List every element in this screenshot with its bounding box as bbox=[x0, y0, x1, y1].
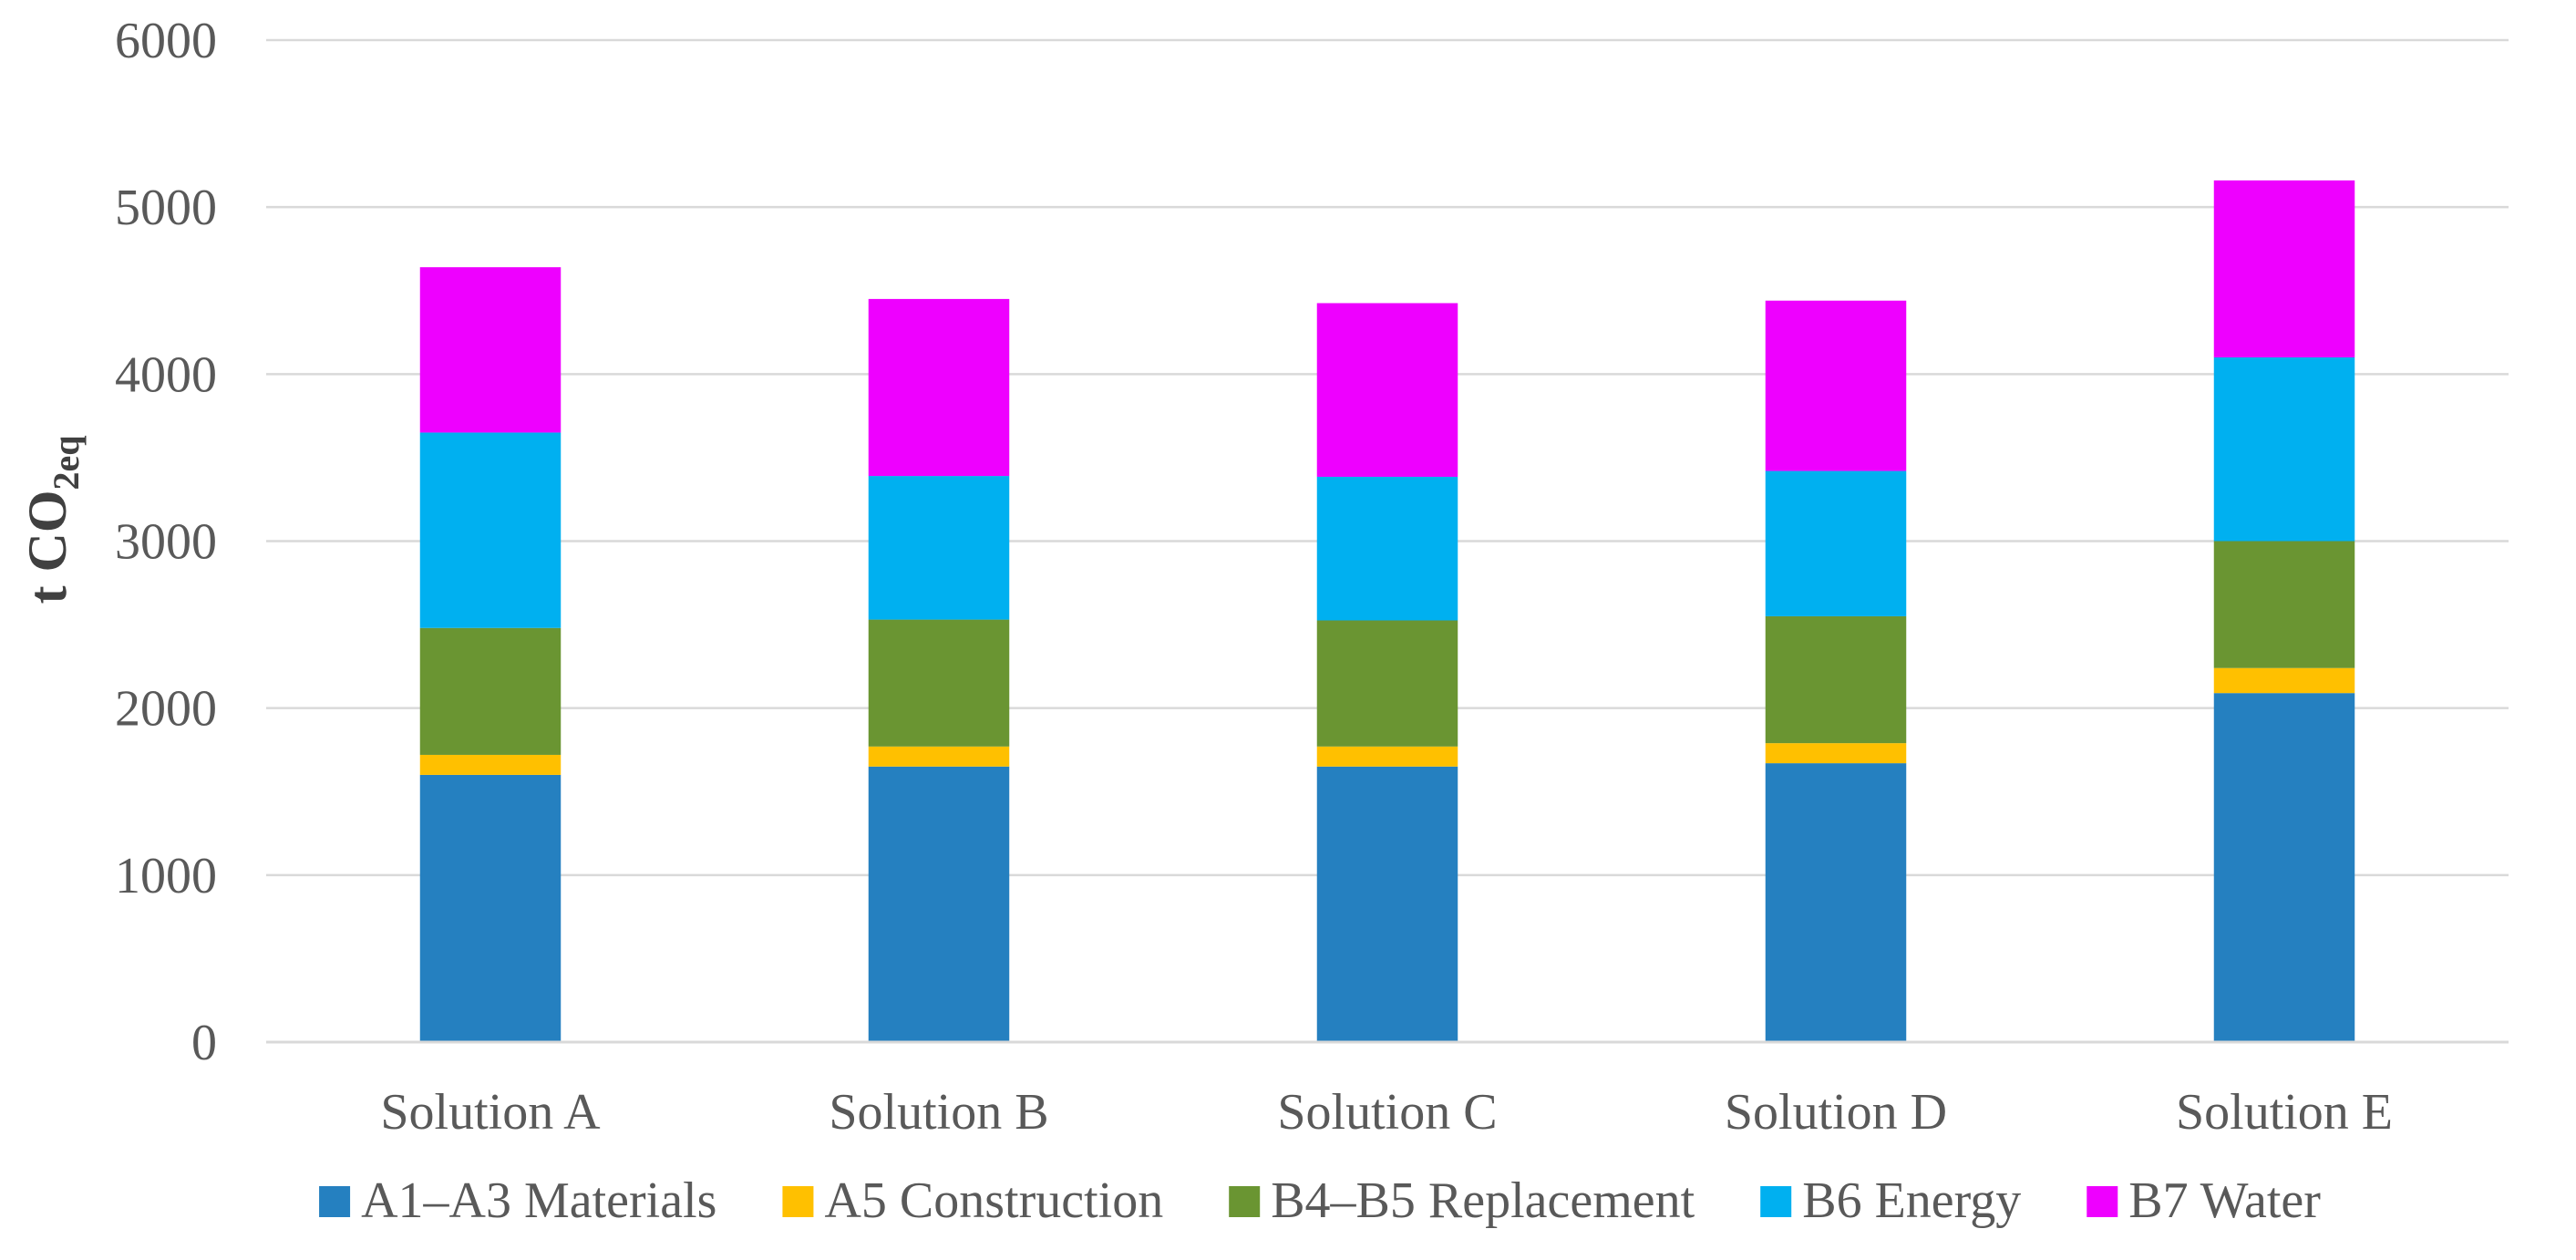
bar-segment bbox=[2213, 541, 2355, 668]
bar-segment bbox=[419, 774, 562, 1042]
bar-segment bbox=[1316, 620, 1458, 747]
bar-segment bbox=[868, 619, 1010, 747]
bar-segment bbox=[868, 766, 1010, 1042]
y-tick-label: 4000 bbox=[115, 346, 217, 403]
x-tick-label: Solution C bbox=[1277, 1084, 1497, 1141]
bar-segment bbox=[1765, 743, 1907, 764]
y-tick-label: 5000 bbox=[115, 180, 217, 236]
x-tick-label: Solution E bbox=[2176, 1084, 2393, 1141]
legend-item: A1–A3 Materials bbox=[319, 1172, 716, 1229]
bar-segment bbox=[2213, 667, 2355, 694]
y-tick-label: 1000 bbox=[115, 848, 217, 904]
bar-segment bbox=[1765, 763, 1907, 1042]
bar-segment bbox=[1316, 766, 1458, 1042]
x-tick-label: Solution A bbox=[380, 1084, 601, 1141]
bar-segment bbox=[868, 298, 1010, 477]
bar-segment bbox=[2213, 180, 2355, 358]
legend-item: B7 Water bbox=[2087, 1172, 2321, 1229]
bar-segment bbox=[1316, 476, 1458, 621]
legend-label: A1–A3 Materials bbox=[361, 1172, 716, 1229]
x-tick-label: Solution D bbox=[1725, 1084, 1947, 1141]
legend-swatch bbox=[2087, 1186, 2118, 1217]
legend-swatch bbox=[782, 1186, 814, 1217]
bar-segment bbox=[1765, 300, 1907, 471]
y-tick-label: 6000 bbox=[115, 13, 217, 69]
x-tick-label: Solution B bbox=[829, 1084, 1048, 1141]
bar-segment bbox=[2213, 357, 2355, 542]
bar-segment bbox=[868, 746, 1010, 767]
y-tick-label: 3000 bbox=[115, 514, 217, 571]
legend-item: B6 Energy bbox=[1760, 1172, 2021, 1229]
bar-segment bbox=[419, 432, 562, 628]
legend: A1–A3 Materials A5 Construction B4–B5 Repl… bbox=[319, 1172, 2321, 1229]
legend-item: B4–B5 Replacement bbox=[1229, 1172, 1695, 1229]
legend-label: B7 Water bbox=[2128, 1172, 2321, 1229]
bar-segment bbox=[419, 627, 562, 755]
legend-swatch bbox=[319, 1186, 351, 1217]
legend-swatch bbox=[1229, 1186, 1261, 1217]
y-tick-label: 2000 bbox=[115, 681, 217, 738]
y-axis-label: t CO2eq bbox=[17, 436, 87, 604]
bar-segment bbox=[419, 754, 562, 775]
y-tick-label: 0 bbox=[191, 1015, 217, 1071]
bar-segment bbox=[2213, 693, 2355, 1042]
legend-label: A5 Construction bbox=[824, 1172, 1163, 1229]
bar-segment bbox=[419, 267, 562, 433]
y-tick-labels: 0 1000 2000 3000 4000 5000 6000 bbox=[115, 13, 217, 1071]
bar-segment bbox=[1765, 615, 1907, 744]
bars bbox=[419, 180, 2355, 1042]
bar-segment bbox=[1316, 746, 1458, 767]
bar-segment bbox=[1765, 470, 1907, 616]
legend-swatch bbox=[1760, 1186, 1792, 1217]
bar-segment bbox=[868, 476, 1010, 620]
x-tick-labels: Solution A Solution B Solution C Solution D… bbox=[380, 1084, 2393, 1141]
legend-label: B4–B5 Replacement bbox=[1271, 1172, 1695, 1229]
legend-item: A5 Construction bbox=[782, 1172, 1163, 1229]
legend-label: B6 Energy bbox=[1802, 1172, 2021, 1229]
bar-segment bbox=[1316, 303, 1458, 477]
